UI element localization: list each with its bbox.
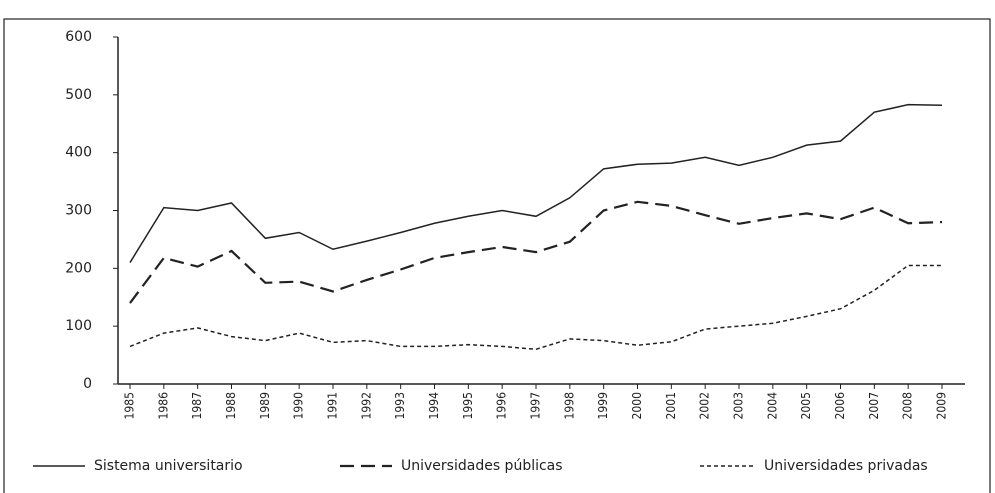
x-tick-label: 2004	[765, 392, 779, 420]
y-tick-label: 300	[65, 203, 92, 219]
x-tick-label: 1996	[495, 392, 509, 420]
x-tick-label: 2005	[799, 392, 813, 419]
y-tick-label: 400	[65, 145, 92, 161]
x-tick-label: 2007	[867, 392, 881, 419]
x-tick-label: 2001	[664, 392, 678, 419]
series-line	[129, 264, 942, 351]
y-tick-label: 200	[65, 260, 92, 276]
x-tick-label: 2008	[901, 392, 915, 420]
x-tick-label: 2002	[698, 392, 712, 419]
x-tick-label: 1989	[258, 392, 272, 420]
y-tick-label: 100	[65, 318, 92, 334]
x-tick-label: 1997	[529, 392, 543, 419]
x-tick-label: 1999	[596, 392, 610, 420]
x-tick-label: 1995	[461, 392, 475, 419]
x-tick-label: 1993	[393, 392, 407, 419]
x-tick-label: 1990	[292, 392, 306, 420]
legend-label: Sistema universitario	[94, 458, 243, 474]
y-tick-label: 500	[65, 87, 92, 103]
x-tick-label: 2006	[833, 392, 847, 420]
series-line	[129, 103, 943, 263]
legend-label: Universidades privadas	[764, 458, 928, 474]
x-tick-label: 1985	[123, 392, 137, 419]
y-tick-label: 600	[65, 29, 92, 45]
legend-label: Universidades públicas	[401, 458, 563, 474]
chart-frame	[3, 18, 991, 493]
y-tick-label: 0	[83, 376, 92, 392]
x-tick-label: 1986	[156, 392, 170, 420]
series-line	[129, 200, 943, 304]
x-tick-label: 1994	[427, 392, 441, 420]
x-tick-label: 2000	[630, 392, 644, 420]
x-tick-label: 1988	[224, 392, 238, 420]
x-tick-label: 1992	[359, 392, 373, 419]
x-tick-label: 1991	[326, 392, 340, 419]
x-tick-label: 2009	[935, 392, 949, 420]
x-tick-label: 1987	[190, 392, 204, 419]
x-tick-label: 1998	[562, 392, 576, 420]
x-tick-label: 2003	[732, 392, 746, 419]
